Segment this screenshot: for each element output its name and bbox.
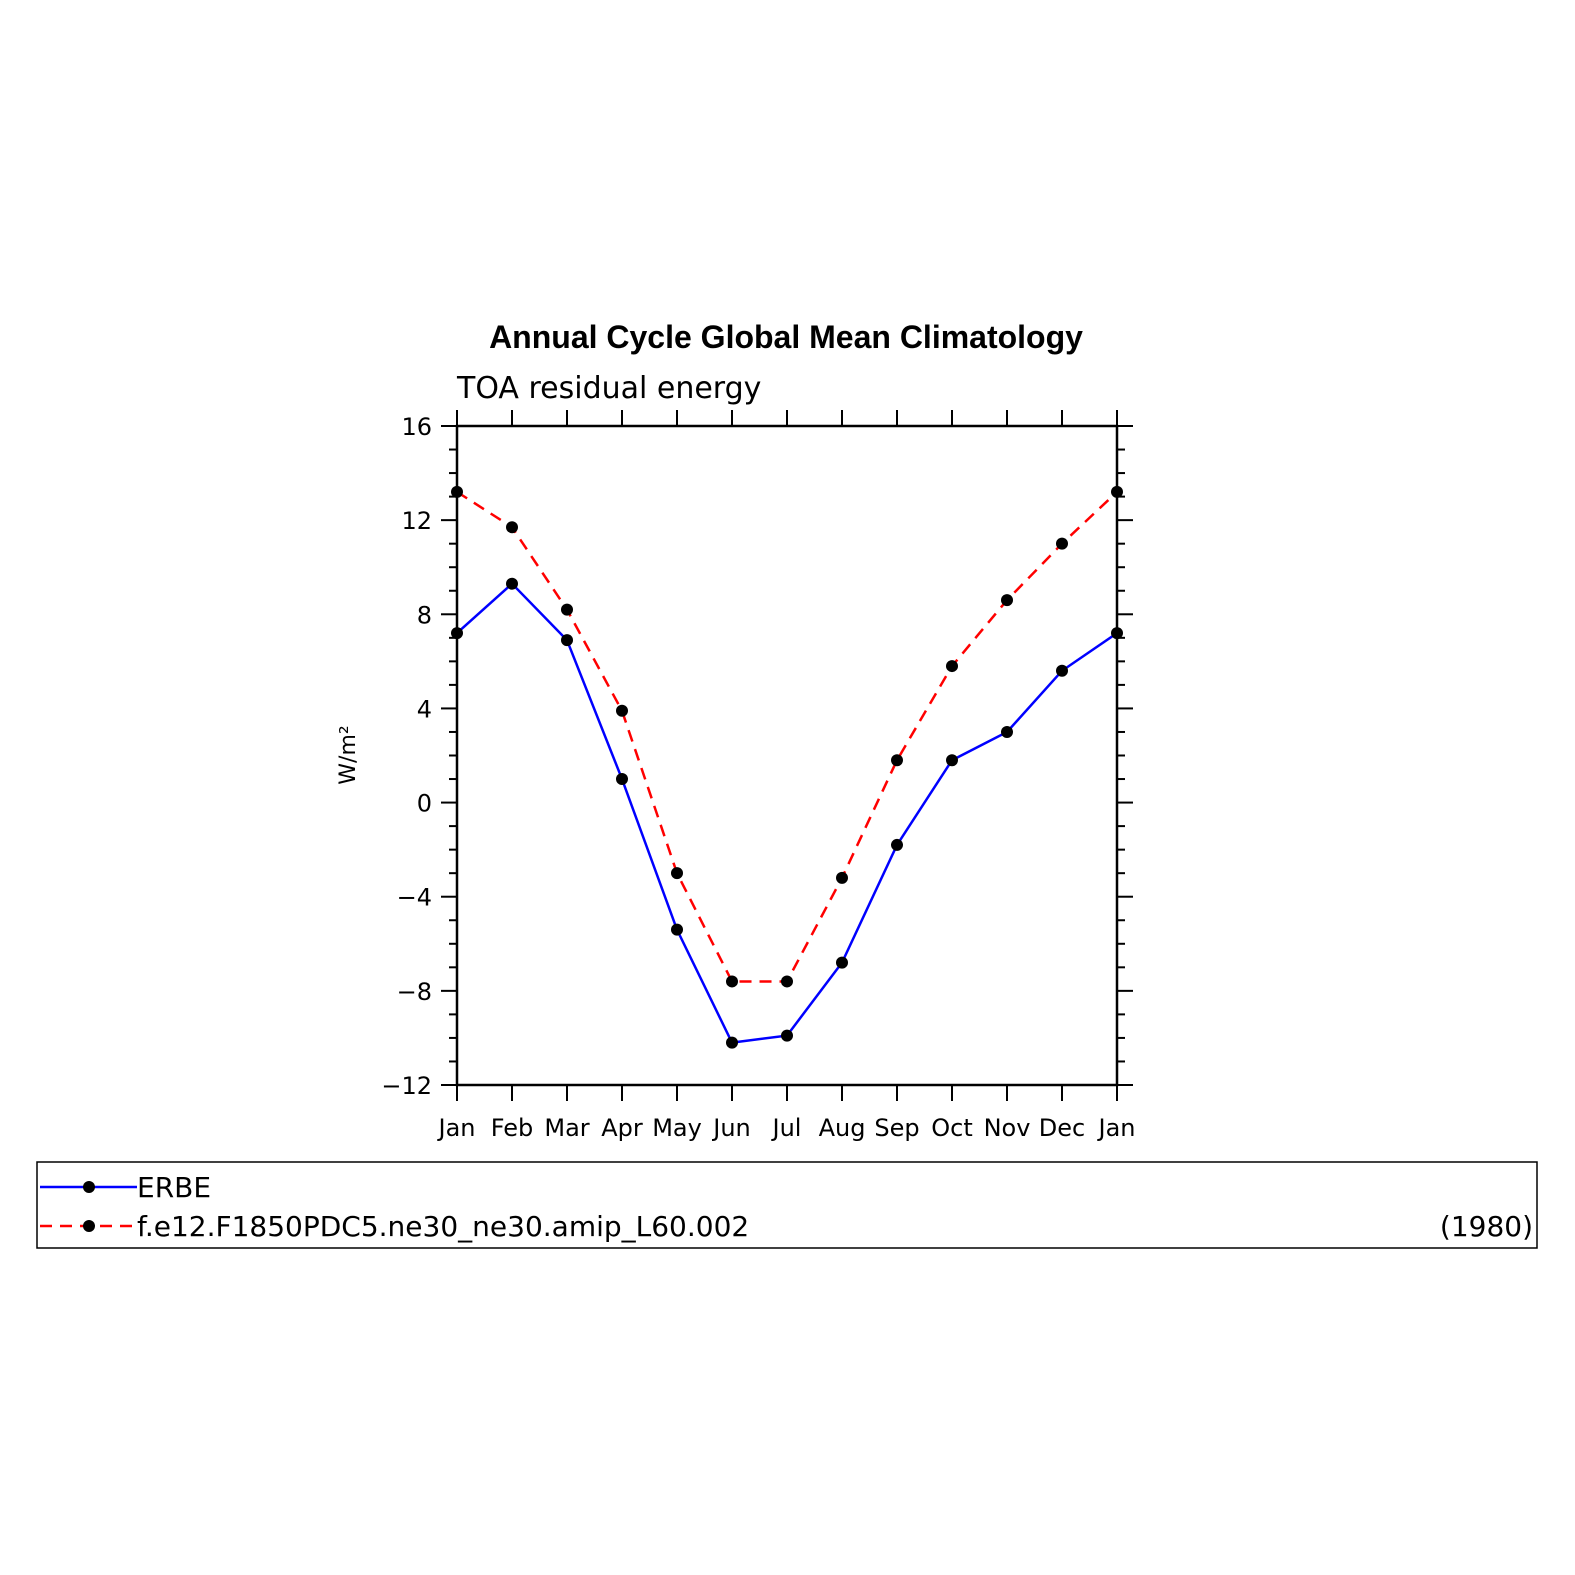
- plot-series: [451, 485, 1123, 1049]
- x-tick-label: Jul: [771, 1114, 802, 1142]
- legend-label: f.e12.F1850PDC5.ne30_ne30.amip_L60.002: [137, 1210, 749, 1243]
- x-tick-label: Nov: [984, 1114, 1031, 1142]
- data-point: [891, 838, 903, 851]
- data-point: [1001, 594, 1013, 607]
- data-point: [781, 975, 793, 988]
- legend-label: ERBE: [137, 1171, 211, 1204]
- x-tick-label: Sep: [874, 1114, 919, 1142]
- data-point: [561, 603, 573, 616]
- data-point: [616, 773, 628, 786]
- x-tick-label: Jun: [711, 1114, 751, 1142]
- series-line: [456, 490, 1118, 983]
- series-line: [456, 581, 1118, 1044]
- chart-subtitle: TOA residual energy: [456, 371, 761, 406]
- data-point: [781, 1029, 793, 1042]
- x-tick-label: Apr: [601, 1114, 643, 1142]
- x-tick-label: Aug: [819, 1114, 866, 1142]
- plot-axes: −12 −8 −4 0 4 8 12 16 Jan Feb Mar Apr May Jun Jul Aug Se…: [381, 410, 1136, 1142]
- legend-marker: [83, 1220, 95, 1232]
- x-tick-label: May: [652, 1114, 702, 1142]
- y-tick-label: 8: [417, 601, 432, 629]
- data-point: [1111, 485, 1123, 498]
- y-tick-label: −4: [397, 884, 432, 912]
- data-point: [506, 521, 518, 534]
- data-point: [726, 1036, 738, 1049]
- legend: ERBE f.e12.F1850PDC5.ne30_ne30.amip_L60.0…: [36, 1161, 1538, 1249]
- data-point: [671, 867, 683, 880]
- data-point: [451, 627, 463, 640]
- y-tick-label: 0: [417, 790, 432, 818]
- y-tick-label: −8: [397, 978, 432, 1006]
- data-point: [946, 660, 958, 673]
- x-tick-label: Dec: [1039, 1114, 1085, 1142]
- data-point: [1056, 537, 1068, 550]
- x-tick-label: Mar: [544, 1114, 589, 1142]
- chart-title: Annual Cycle Global Mean Climatology: [489, 319, 1083, 355]
- x-tick-label: Jan: [437, 1114, 476, 1142]
- data-point: [506, 577, 518, 590]
- x-tick-label: Feb: [491, 1114, 534, 1142]
- data-point: [726, 975, 738, 988]
- data-point: [836, 871, 848, 884]
- data-point: [836, 956, 848, 969]
- y-axis-label: W/m²: [336, 725, 361, 784]
- y-tick-label: −12: [381, 1072, 432, 1100]
- legend-box: [36, 1161, 1538, 1249]
- data-point: [616, 704, 628, 717]
- legend-note: (1980): [1440, 1210, 1533, 1243]
- data-point: [451, 485, 463, 498]
- data-point: [1111, 627, 1123, 640]
- data-point: [946, 754, 958, 767]
- y-tick-label: 4: [417, 695, 432, 723]
- y-tick-label: 12: [401, 507, 432, 535]
- data-point: [561, 634, 573, 647]
- x-tick-label: Jan: [1097, 1114, 1136, 1142]
- legend-marker: [83, 1181, 95, 1193]
- data-point: [1056, 664, 1068, 677]
- y-tick-label: 16: [401, 413, 432, 441]
- data-point: [1001, 725, 1013, 738]
- data-point: [891, 754, 903, 767]
- data-point: [671, 923, 683, 936]
- x-tick-label: Oct: [931, 1114, 973, 1142]
